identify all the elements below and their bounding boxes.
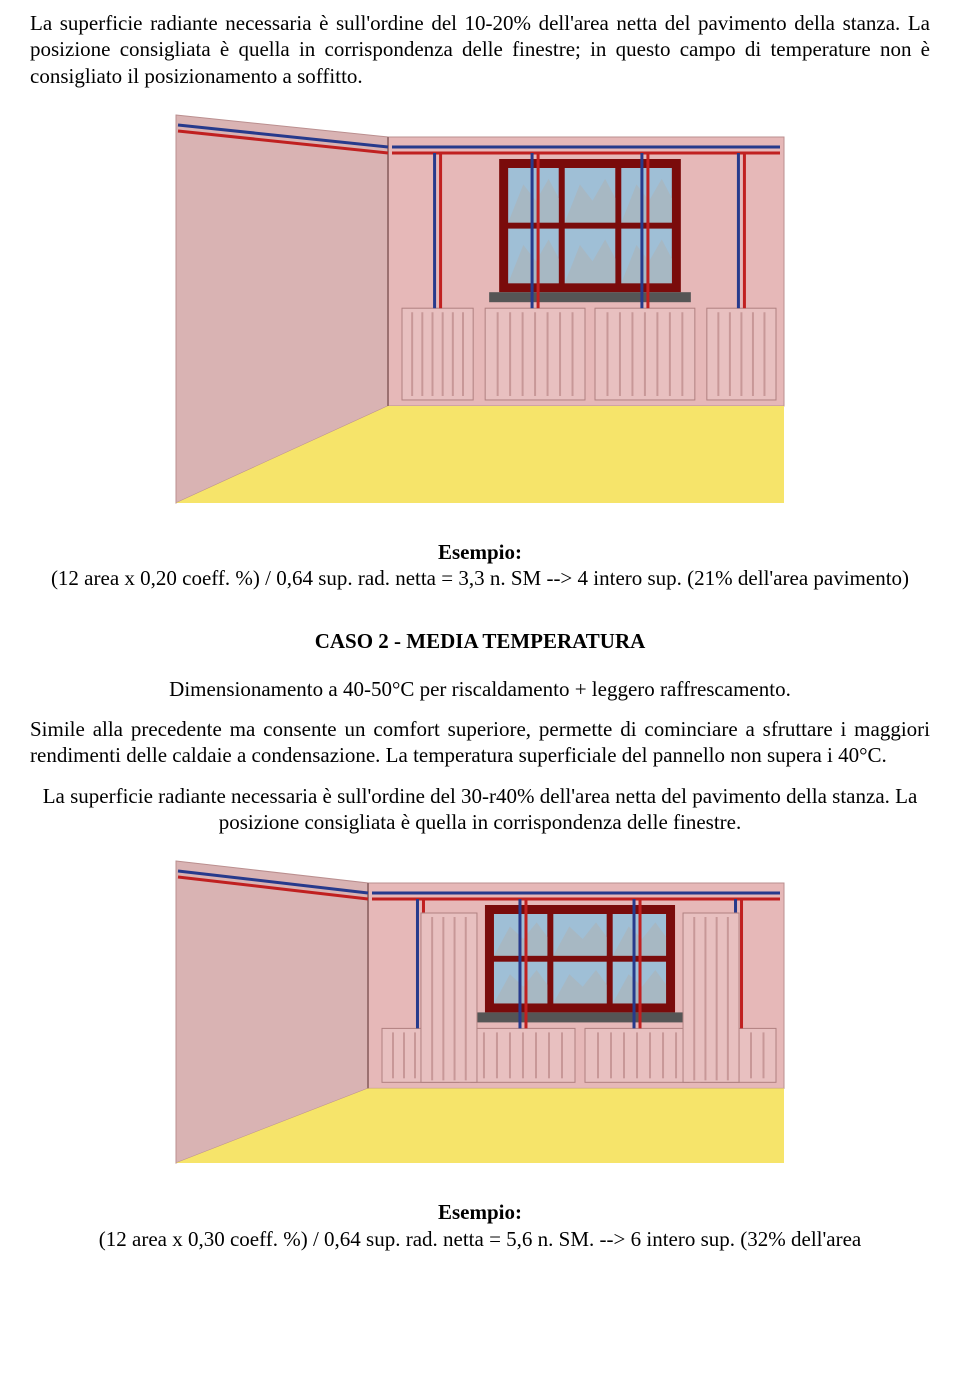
example1-text: (12 area x 0,20 coeff. %) / 0,64 sup. ra… bbox=[30, 565, 930, 591]
caso2-p2: Simile alla precedente ma consente un co… bbox=[30, 716, 930, 769]
caso2-title: CASO 2 - MEDIA TEMPERATURA bbox=[315, 629, 646, 653]
room-illustration-2 bbox=[168, 853, 792, 1171]
example1-label: Esempio: bbox=[30, 539, 930, 565]
figure-2 bbox=[30, 853, 930, 1177]
intro-paragraph: La superficie radiante necessaria è sull… bbox=[30, 10, 930, 89]
example2-label: Esempio: bbox=[30, 1199, 930, 1225]
room-illustration-1 bbox=[168, 107, 792, 511]
figure-1 bbox=[30, 107, 930, 517]
example2-text: (12 area x 0,30 coeff. %) / 0,64 sup. ra… bbox=[30, 1226, 930, 1252]
caso2-p1: Dimensionamento a 40-50°C per riscaldame… bbox=[30, 676, 930, 702]
caso2-p3: La superficie radiante necessaria è sull… bbox=[30, 783, 930, 836]
